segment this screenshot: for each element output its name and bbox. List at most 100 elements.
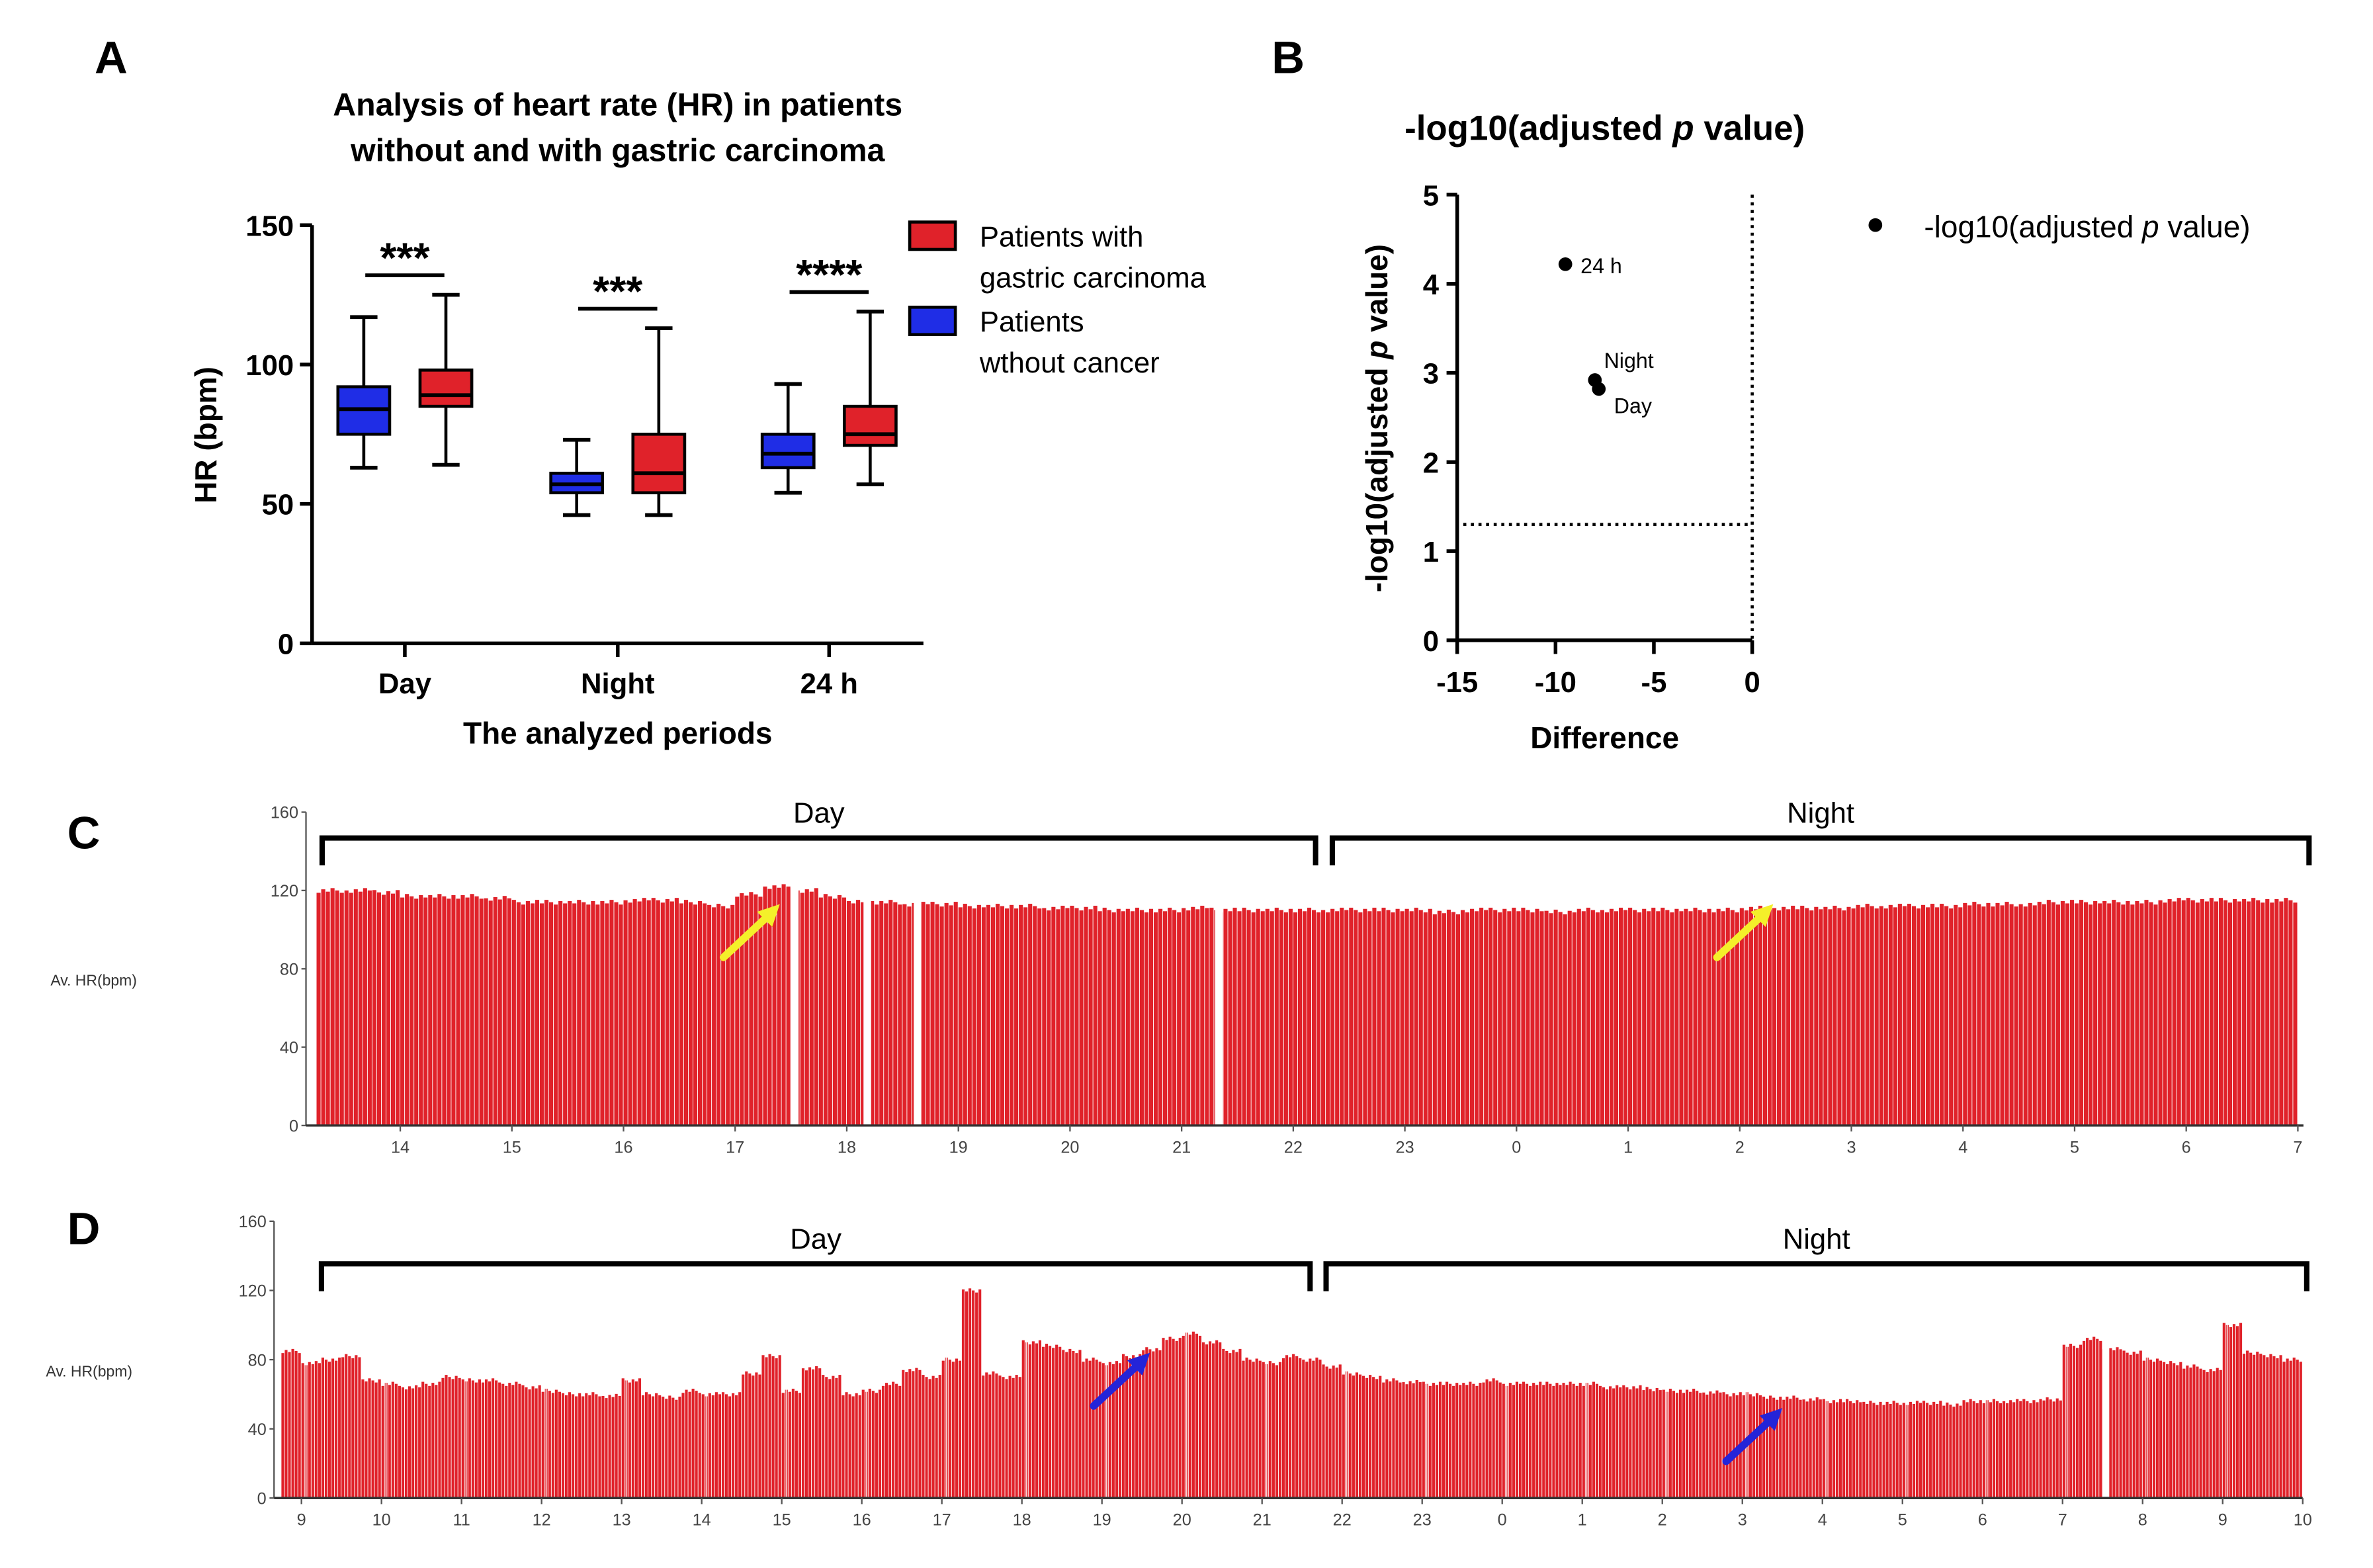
hr-bar: [1012, 1377, 1015, 1499]
hr-bar: [561, 1393, 565, 1499]
hr-bar: [284, 1350, 288, 1499]
hr-bar: [726, 908, 730, 1126]
hr-bar: [2169, 1361, 2173, 1499]
hr-bar: [1415, 1379, 1418, 1499]
hr-bar: [1892, 1401, 1895, 1499]
x-tick-label: 9: [2218, 1511, 2227, 1530]
hr-bar: [948, 1360, 951, 1499]
hr-bar: [2139, 903, 2144, 1126]
hr-bar: [2126, 900, 2130, 1126]
hr-bar: [1125, 908, 1130, 1126]
hr-bar: [2235, 1326, 2239, 1499]
hr-bar: [551, 1393, 554, 1499]
hr-bar: [1809, 1398, 1812, 1499]
hr-bar: [958, 907, 963, 1126]
hr-bar: [1002, 1377, 1005, 1499]
hr-bar: [577, 900, 582, 1126]
hr-bar: [861, 902, 865, 1126]
hr-bar: [1860, 907, 1865, 1126]
annotation-arrowhead: [1127, 1352, 1150, 1376]
hr-bar: [2136, 1354, 2139, 1499]
hr-bar: [368, 1378, 371, 1499]
hr-bar: [1920, 904, 1926, 1126]
hr-bar: [1326, 912, 1330, 1126]
hr-bar: [1489, 1381, 1492, 1499]
hr-bar: [2055, 904, 2060, 1126]
hr-bar: [591, 1392, 595, 1499]
x-tick-label: 22: [1333, 1511, 1352, 1530]
hr-bar: [2112, 900, 2116, 1126]
hr-bar: [1698, 910, 1702, 1126]
hr-bar: [447, 898, 451, 1126]
hr-bar: [1023, 907, 1028, 1126]
hr-bar: [675, 1399, 678, 1499]
hr-bar: [548, 1391, 551, 1499]
hr-bar: [1121, 1354, 1125, 1499]
hr-bar: [1382, 1382, 1385, 1499]
hr-bar: [1182, 1335, 1185, 1499]
hr-bar: [378, 1379, 381, 1499]
hr-bar: [674, 898, 679, 1126]
hr-bar: [1782, 906, 1786, 1126]
hr-bar: [688, 1391, 691, 1499]
hr-bar: [1935, 907, 1940, 1126]
hr-bar: [321, 1357, 325, 1499]
hr-bar: [745, 1371, 748, 1499]
hr-bar: [1819, 1399, 1822, 1499]
hr-bar: [1177, 912, 1182, 1126]
hr-bar: [1545, 1381, 1549, 1499]
hr-bar: [740, 893, 744, 1126]
hr-bar: [825, 1377, 828, 1499]
hr-bar: [460, 895, 465, 1126]
x-tick-label: 19: [1093, 1511, 1111, 1530]
hr-bar: [2279, 901, 2284, 1126]
hr-bar: [1472, 1383, 1475, 1499]
hr-bar: [1372, 907, 1377, 1126]
hr-bar: [2109, 1348, 2112, 1499]
hr-bar: [1392, 1378, 1395, 1499]
hr-bar: [367, 890, 372, 1126]
hr-bar: [2276, 1358, 2279, 1499]
hr-bar: [828, 896, 832, 1126]
hr-bar: [935, 1377, 938, 1499]
hr-bar: [1586, 907, 1590, 1126]
hr-bar: [484, 898, 488, 1126]
hr-bar: [1870, 906, 1874, 1126]
hr-bar: [1139, 910, 1144, 1126]
hr-bar: [721, 1392, 725, 1499]
hr-bar: [582, 902, 586, 1126]
hr-bar: [2093, 900, 2098, 1126]
hr-bar: [1940, 904, 1944, 1126]
hr-bar: [1358, 912, 1363, 1126]
hr-bar: [823, 894, 828, 1126]
hr-bar: [662, 1397, 665, 1499]
hr-bar: [798, 1393, 801, 1499]
hr-bar: [2219, 1370, 2222, 1499]
hr-bar: [2093, 1336, 2096, 1499]
hr-bar: [738, 1392, 742, 1499]
hr-bar: [1668, 1389, 1672, 1499]
hr-bar: [1936, 1404, 1939, 1499]
hr-bar: [1688, 911, 1693, 1126]
hr-bar: [2247, 901, 2251, 1126]
hr-bar: [884, 1383, 888, 1499]
hr-bar: [1297, 908, 1303, 1126]
hr-bar: [2149, 902, 2153, 1126]
hr-bar: [898, 1385, 902, 1499]
hr-bar: [1309, 1358, 1312, 1499]
hr-bar: [1619, 1387, 1622, 1499]
hr-bar: [1911, 906, 1917, 1126]
hr-bar: [1049, 1346, 1052, 1499]
hr-bar: [294, 1350, 298, 1499]
hr-bar: [2079, 900, 2084, 1126]
hr-bar: [1361, 1375, 1365, 1499]
hr-bar: [2042, 904, 2046, 1126]
hr-bar: [441, 1377, 445, 1499]
hr-bar: [608, 1395, 611, 1499]
hr-bar: [1616, 1385, 1619, 1499]
hr-bar: [941, 1360, 945, 1499]
hr-bar: [2256, 900, 2261, 1126]
hr-bar: [768, 1354, 771, 1499]
hr-bar: [1178, 1338, 1182, 1499]
hr-bar: [724, 1394, 728, 1499]
